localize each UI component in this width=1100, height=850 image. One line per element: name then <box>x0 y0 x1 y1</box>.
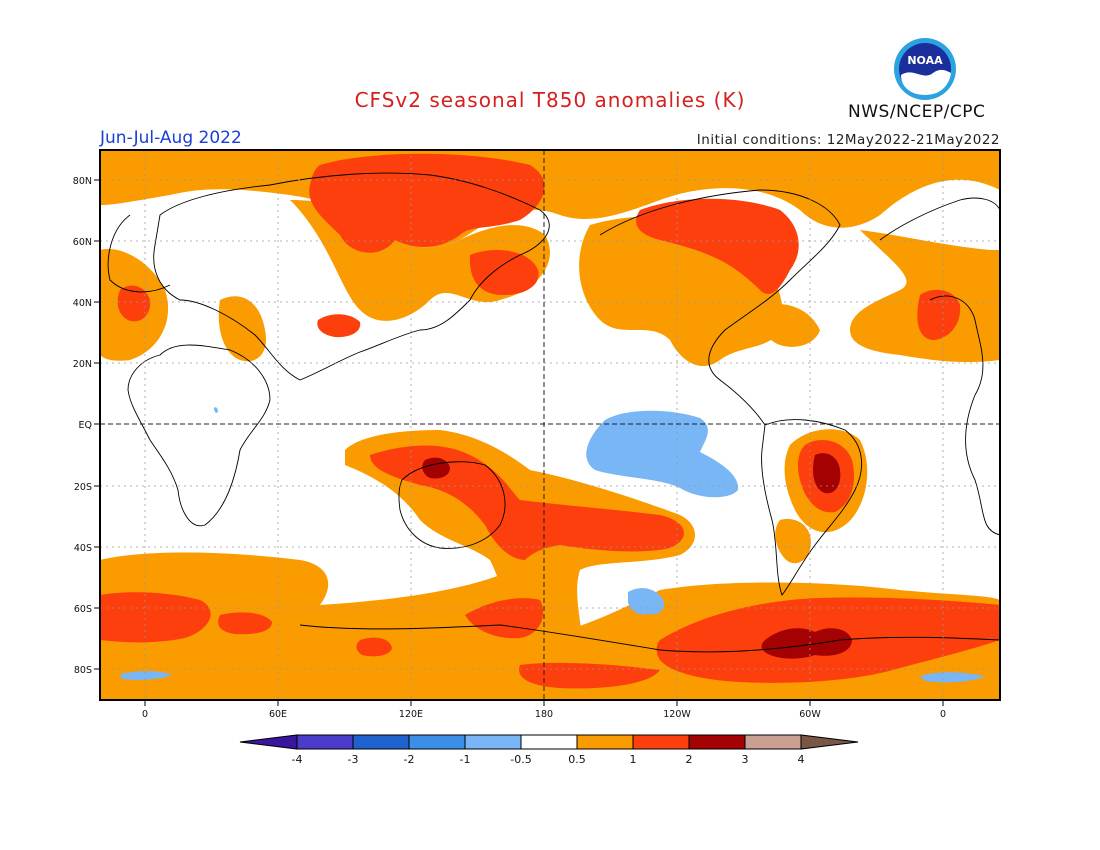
initial-conditions-label: Initial conditions: 12May2022-21May2022 <box>696 132 1000 148</box>
lat-label-80n: 80N <box>73 176 92 187</box>
lon-label-60w: 60W <box>799 709 821 720</box>
colorbar <box>239 734 859 750</box>
lon-label-0-east: 0 <box>940 709 946 720</box>
season-label: Jun-Jul-Aug 2022 <box>100 128 242 148</box>
longitude-labels: 0 60E 120E 180 120W 60W 0 <box>142 709 946 720</box>
lat-label-40s: 40S <box>74 543 92 554</box>
agency-label: NWS/NCEP/CPC <box>848 102 986 122</box>
colorbar-label: -1 <box>460 753 471 766</box>
colorbar-labels: -4 -3 -2 -1 -0.5 0.5 1 2 3 4 <box>292 753 805 766</box>
noaa-logo: NOAA <box>894 38 956 100</box>
colorbar-neg4-neg3 <box>296 734 354 750</box>
map-frame <box>99 149 1001 701</box>
lat-label-80s: 80S <box>74 665 92 676</box>
lat-label-20n: 20N <box>73 359 92 370</box>
colorbar-gt-4 <box>800 734 859 750</box>
lon-label-180: 180 <box>535 709 553 720</box>
colorbar-lt-neg4 <box>239 734 298 750</box>
coastlines <box>107 172 1000 653</box>
colorbar-label: 1 <box>630 753 637 766</box>
colorbar-label: -2 <box>404 753 415 766</box>
colorbar-label: -4 <box>292 753 303 766</box>
colorbar-neg3-neg2 <box>352 734 410 750</box>
colorbar-neutral <box>520 734 578 750</box>
axis-ticks <box>94 179 944 706</box>
colorbar-1-2 <box>632 734 690 750</box>
lon-label-60e: 60E <box>269 709 287 720</box>
colorbar-label: 2 <box>686 753 693 766</box>
colorbar-label: -3 <box>348 753 359 766</box>
lat-label-20s: 20S <box>74 482 92 493</box>
lon-label-120e: 120E <box>399 709 423 720</box>
equator-dateline <box>100 150 1000 700</box>
lat-label-60s: 60S <box>74 604 92 615</box>
colorbar-label: 4 <box>798 753 805 766</box>
svg-text:NOAA: NOAA <box>907 54 943 67</box>
colorbar-3-4 <box>744 734 802 750</box>
colorbar-label: 3 <box>742 753 749 766</box>
lon-label-0: 0 <box>142 709 148 720</box>
colorbar-2-3 <box>688 734 746 750</box>
lat-label-eq: EQ <box>79 420 92 431</box>
graticule <box>100 150 1000 700</box>
latitude-labels: 80N 60N 40N 20N EQ 20S 40S 60S 80S <box>73 176 92 676</box>
colorbar-neg1-neg05 <box>464 734 522 750</box>
lon-label-120w: 120W <box>663 709 691 720</box>
colorbar-label: 0.5 <box>568 753 586 766</box>
colorbar-05-1 <box>576 734 634 750</box>
lat-label-40n: 40N <box>73 298 92 309</box>
lat-label-60n: 60N <box>73 237 92 248</box>
anomaly-fields <box>100 150 1000 700</box>
map-title: CFSv2 seasonal T850 anomalies (K) <box>354 88 746 112</box>
colorbar-neg2-neg1 <box>408 734 466 750</box>
colorbar-label: -0.5 <box>510 753 531 766</box>
